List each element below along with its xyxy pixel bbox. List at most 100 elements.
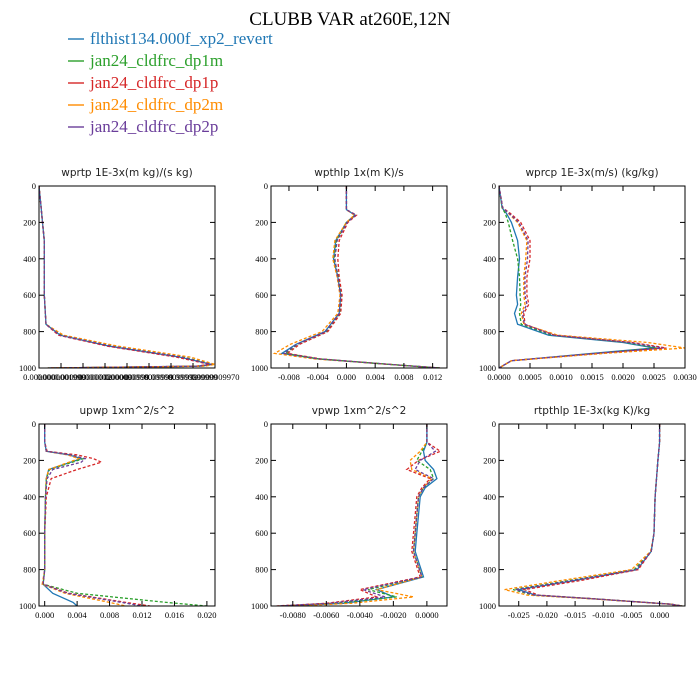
series-line-5 — [277, 424, 437, 606]
x-tick-label: 0.00000000009 — [78, 372, 131, 382]
y-tick-label: 0 — [264, 181, 268, 191]
x-tick-label: 0.0000099999 — [169, 372, 218, 382]
series-line-1 — [39, 186, 212, 368]
x-tick-label: 0.000000 — [23, 372, 55, 382]
y-tick-label: 200 — [255, 455, 268, 465]
x-tick-label: 0.016 — [165, 610, 184, 620]
x-tick-label: 0.008 — [394, 372, 413, 382]
panel-title: wpthlp 1x(m K)/s — [314, 167, 404, 179]
x-tick-label: -0.020 — [536, 610, 558, 620]
x-tick-label: 0.0030 — [673, 372, 696, 382]
x-tick-label: -0.0040 — [347, 610, 373, 620]
panel-title: upwp 1xm^2/s^2 — [80, 405, 175, 417]
x-tick-label: 0.000 — [650, 610, 669, 620]
y-tick-label: 600 — [255, 290, 268, 300]
y-tick-label: 1000 — [479, 601, 496, 611]
y-tick-label: 200 — [483, 217, 496, 227]
x-tick-label: -0.010 — [592, 610, 614, 620]
y-tick-label: 600 — [255, 528, 268, 538]
y-tick-label: 400 — [23, 254, 36, 264]
panel-6: rtpthlp 1E-3x(kg K)/kg 0 200 400 600 800 1000 -… — [479, 405, 686, 620]
series-line-5 — [499, 186, 664, 368]
panel-title: vpwp 1xm^2/s^2 — [312, 405, 407, 417]
x-tick-label: 0.0010 — [549, 372, 572, 382]
panel-title: rtpthlp 1E-3x(kg K)/kg — [534, 405, 650, 417]
y-tick-label: 800 — [483, 327, 496, 337]
y-tick-label: 600 — [23, 290, 36, 300]
panel-frame — [38, 185, 216, 369]
y-tick-label: 0 — [32, 419, 36, 429]
y-tick-label: 1000 — [251, 601, 268, 611]
series-line-2 — [42, 424, 207, 606]
panel-frame — [38, 423, 216, 607]
x-tick-label: -0.0060 — [313, 610, 339, 620]
series-line-3 — [39, 186, 210, 368]
y-tick-label: 1000 — [251, 363, 268, 373]
series-line-2 — [512, 424, 683, 606]
series-line-1 — [518, 424, 683, 606]
series-line-2 — [279, 424, 435, 606]
x-tick-label: 0.0025 — [642, 372, 665, 382]
x-tick-label: -0.008 — [278, 372, 300, 382]
x-tick-label: 0.0000009970 — [191, 372, 240, 382]
y-tick-label: 0 — [264, 419, 268, 429]
series-line-2 — [283, 186, 440, 368]
y-tick-label: 400 — [483, 254, 496, 264]
y-tick-label: 200 — [23, 217, 36, 227]
series-line-5 — [515, 424, 683, 606]
x-tick-label: 0.008 — [100, 610, 119, 620]
panel-frame — [270, 185, 448, 369]
legend-label-1: flthist134.000f_xp2_revert — [90, 29, 273, 48]
y-tick-label: 1000 — [479, 363, 496, 373]
y-tick-label: 200 — [483, 455, 496, 465]
x-tick-label: 0.000000000002 — [54, 372, 111, 382]
y-tick-label: 400 — [255, 254, 268, 264]
legend-label-5: jan24_cldfrc_dp2p — [89, 117, 218, 136]
y-tick-label: 0 — [492, 419, 496, 429]
x-tick-label: -0.004 — [307, 372, 330, 382]
series-line-3 — [285, 186, 440, 368]
series-line-3 — [275, 424, 442, 606]
panel-frame — [498, 423, 686, 607]
y-tick-label: 400 — [23, 492, 36, 502]
x-tick-label: 0.00000099999 — [144, 372, 197, 382]
x-tick-label: 0.0000 — [487, 372, 510, 382]
y-tick-label: 600 — [483, 528, 496, 538]
y-tick-label: 800 — [483, 565, 496, 575]
legend-label-4: jan24_cldfrc_dp2m — [89, 95, 223, 114]
y-tick-label: 1000 — [19, 601, 36, 611]
panel-title: wprtp 1E-3x(m kg)/(s kg) — [61, 167, 192, 179]
y-tick-label: 600 — [23, 528, 36, 538]
y-tick-label: 800 — [23, 565, 36, 575]
panel-2: wpthlp 1x(m K)/s 0 200 400 600 800 1000 -0.008-… — [251, 167, 448, 382]
x-tick-label: 0.000 — [35, 610, 54, 620]
series-line-2 — [499, 186, 658, 368]
y-tick-label: 800 — [255, 565, 268, 575]
x-tick-label: 0.0015 — [580, 372, 603, 382]
series-line-3 — [42, 424, 151, 606]
legend: flthist134.000f_xp2_revert jan24_cldfrc_d… — [68, 29, 273, 136]
series-line-4 — [272, 186, 440, 368]
panel-1: wprtp 1E-3x(m kg)/(s kg) 0 200 400 600 800 100… — [19, 167, 239, 382]
panel-frame — [270, 423, 448, 607]
series-line-2 — [39, 186, 214, 368]
x-tick-label: 0.004 — [68, 610, 88, 620]
x-tick-label: -0.015 — [564, 610, 586, 620]
x-tick-label: 0.000000999 — [105, 372, 150, 382]
x-tick-label: 0.0000009999 — [125, 372, 174, 382]
y-tick-label: 1000 — [19, 363, 36, 373]
y-tick-label: 800 — [255, 327, 268, 337]
x-tick-label: 0.012 — [132, 610, 151, 620]
panel-5: vpwp 1xm^2/s^2 0 200 400 600 800 1000 -0.0080 -0… — [251, 405, 448, 620]
y-tick-label: 400 — [255, 492, 268, 502]
series-line-4 — [39, 186, 215, 368]
figure-title: CLUBB VAR at260E,12N — [249, 9, 451, 30]
y-tick-label: 0 — [32, 181, 36, 191]
x-tick-label: 0.000 — [337, 372, 356, 382]
x-tick-label: 0.0005 — [518, 372, 541, 382]
x-tick-label: 0.0000 — [415, 610, 438, 620]
y-tick-label: 0 — [492, 181, 496, 191]
x-tick-label: 0.020 — [197, 610, 216, 620]
panel-title: wprcp 1E-3x(m/s) (kg/kg) — [525, 167, 658, 179]
x-tick-label: 0.004 — [366, 372, 386, 382]
